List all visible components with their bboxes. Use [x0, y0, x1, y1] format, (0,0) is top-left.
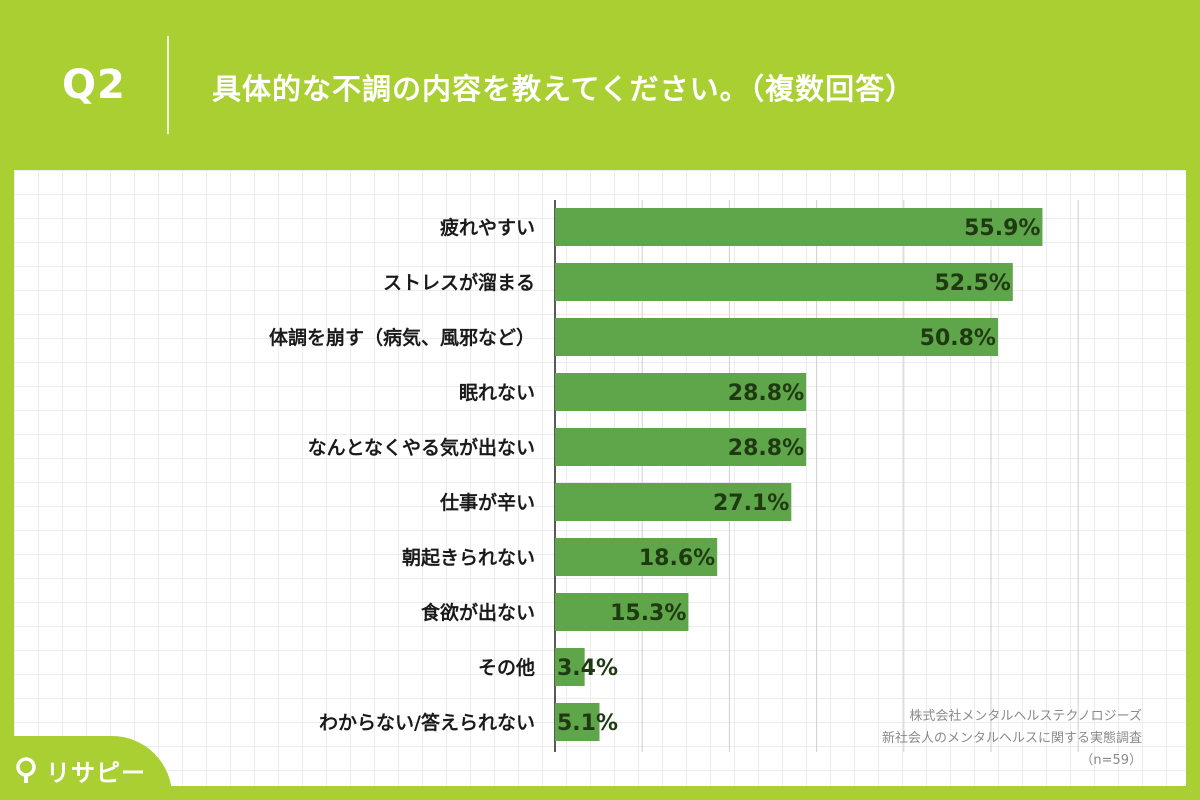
- value-label: 27.1%: [713, 491, 789, 516]
- category-label: 眠れない: [459, 382, 535, 404]
- question-number: Q2: [62, 62, 126, 108]
- value-label: 28.8%: [728, 381, 804, 406]
- value-label: 28.8%: [728, 436, 804, 461]
- category-label: 疲れやすい: [440, 216, 535, 239]
- category-label: ストレスが溜まる: [383, 271, 535, 294]
- category-label: 仕事が辛い: [439, 491, 535, 514]
- source-company: 株式会社メンタルヘルステクノロジーズ: [909, 709, 1142, 724]
- bar: [555, 538, 718, 576]
- value-label: 3.4%: [557, 656, 618, 681]
- value-label: 52.5%: [934, 271, 1010, 296]
- category-label: わからない/答えられない: [319, 711, 535, 734]
- header-divider: [167, 36, 169, 134]
- header: Q2 具体的な不調の内容を教えてください。（複数回答）: [0, 0, 1200, 170]
- bar: [555, 208, 1043, 246]
- bar: [555, 483, 792, 521]
- category-label: 食欲が出ない: [421, 601, 535, 624]
- pin-icon: [16, 757, 36, 783]
- value-label: 50.8%: [920, 326, 996, 351]
- source-survey: 新社会人のメンタルヘルスに関する実態調査: [881, 731, 1142, 746]
- bar: [555, 263, 1013, 301]
- bar: [555, 373, 807, 411]
- logo: リサピー: [0, 736, 172, 800]
- bar: [555, 428, 807, 466]
- source-sample-size: （n=59）: [1080, 753, 1142, 768]
- value-label: 15.3%: [610, 601, 686, 626]
- bar: [555, 703, 600, 741]
- category-label: 体調を崩す（病気、風邪など）: [269, 326, 535, 349]
- value-label: 18.6%: [639, 546, 715, 571]
- logo-text: リサピー: [46, 759, 146, 787]
- bar: [555, 593, 689, 631]
- bar: [555, 648, 585, 686]
- chart-panel: 疲れやすい 55.9% ストレスが溜まる 52.5% 体調を崩す（病気、風邪など） 50.…: [14, 170, 1186, 786]
- bar-chart: 疲れやすい 55.9% ストレスが溜まる 52.5% 体調を崩す（病気、風邪など） 50.…: [269, 200, 1079, 752]
- value-label: 5.1%: [557, 711, 618, 736]
- question-title: 具体的な不調の内容を教えてください。（複数回答）: [212, 72, 916, 106]
- category-label: その他: [478, 656, 535, 679]
- bar: [555, 318, 998, 356]
- source-note: 株式会社メンタルヘルステクノロジーズ 新社会人のメンタルヘルスに関する実態調査 …: [882, 706, 1142, 772]
- value-label: 55.9%: [964, 216, 1040, 241]
- category-label: なんとなくやる気が出ない: [308, 436, 535, 459]
- category-label: 朝起きられない: [402, 547, 535, 569]
